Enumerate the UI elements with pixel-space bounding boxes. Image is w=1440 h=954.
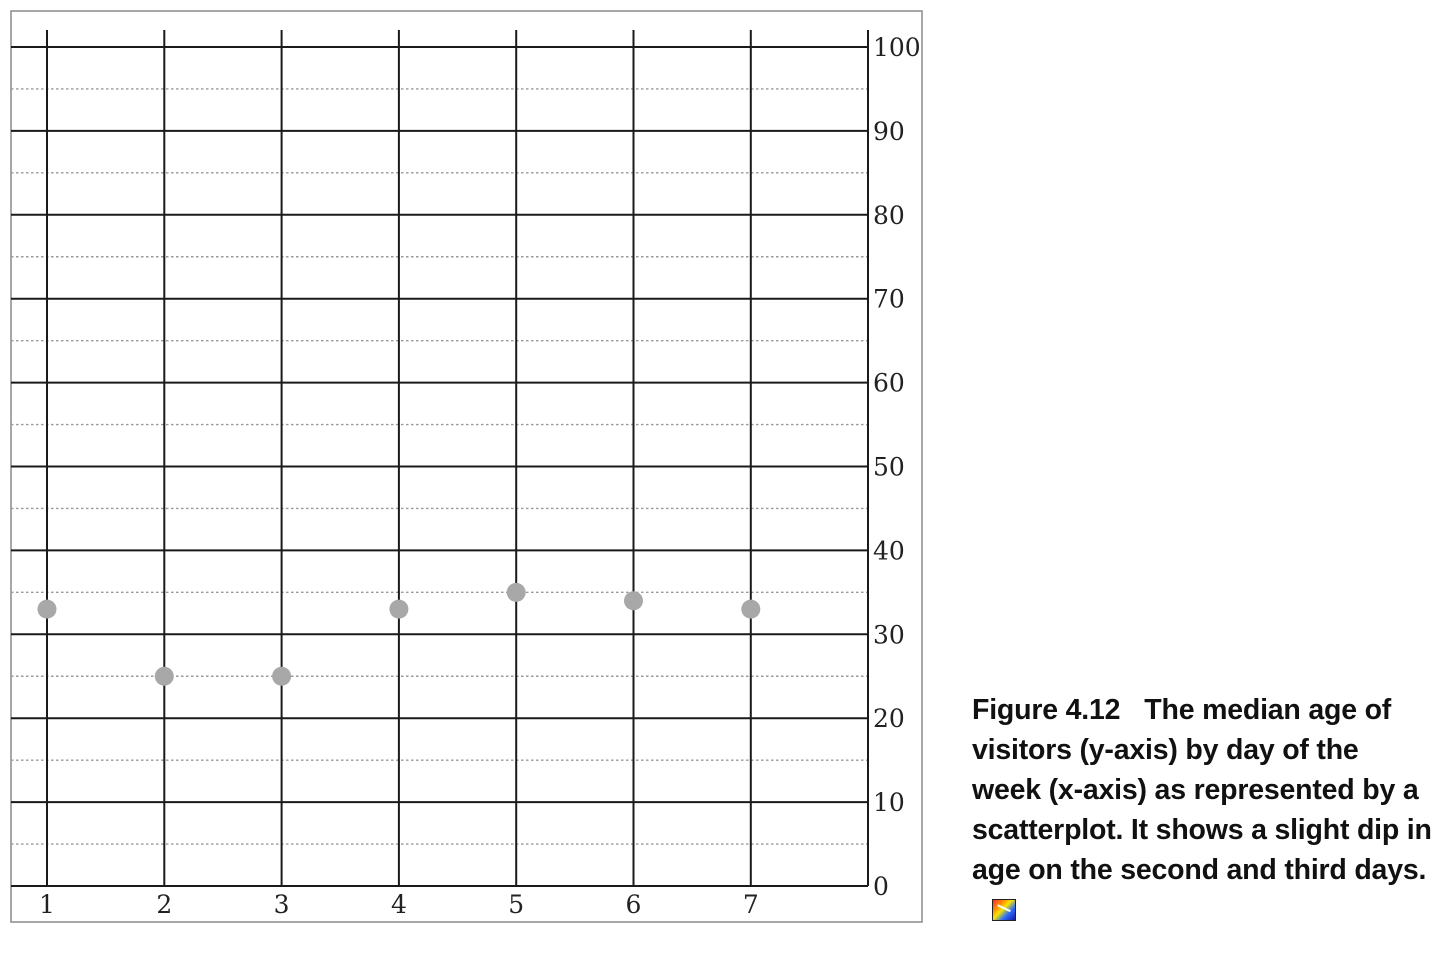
figure-caption: Figure 4.12 The median age of visitors (y… (972, 690, 1434, 930)
figure-number: Figure 4.12 (972, 694, 1121, 726)
y-tick-label-10: 10 (873, 788, 905, 817)
x-tick-label-3: 3 (274, 890, 290, 919)
scatter-chart: 0 10 20 30 40 50 60 70 80 90 100 1 2 3 4 5 6 7 (10, 10, 923, 923)
data-point-day-6 (624, 591, 643, 611)
x-axis-tick-labels: 1 2 3 4 5 6 7 (39, 890, 759, 919)
x-tick-label-6: 6 (626, 890, 642, 919)
y-tick-label-40: 40 (873, 536, 905, 565)
vertical-gridlines (46, 30, 752, 886)
data-point-day-1 (37, 599, 57, 619)
y-tick-label-0: 0 (873, 872, 889, 901)
y-tick-label-80: 80 (873, 201, 905, 230)
y-tick-label-70: 70 (873, 285, 905, 314)
data-point-day-4 (389, 599, 409, 619)
y-tick-label-60: 60 (873, 369, 905, 398)
y-tick-label-20: 20 (873, 704, 905, 733)
major-gridlines (11, 30, 869, 887)
data-point-day-3 (272, 666, 292, 686)
color-figure-icon (992, 899, 1016, 921)
y-tick-label-90: 90 (873, 117, 905, 146)
y-axis-tick-labels: 0 10 20 30 40 50 60 70 80 90 100 (873, 33, 921, 901)
data-points (37, 582, 761, 686)
x-tick-label-4: 4 (391, 890, 407, 919)
data-point-day-2 (154, 666, 174, 686)
caption-text: The median age of visitors (y-axis) by d… (972, 694, 1432, 886)
data-point-day-5 (506, 582, 526, 602)
x-tick-label-5: 5 (508, 890, 524, 919)
x-tick-label-7: 7 (743, 890, 759, 919)
data-point-day-7 (741, 599, 761, 619)
y-tick-label-50: 50 (873, 453, 905, 482)
y-tick-label-30: 30 (873, 620, 905, 649)
y-tick-label-100: 100 (873, 33, 921, 62)
x-tick-label-1: 1 (39, 890, 55, 919)
x-tick-label-2: 2 (156, 890, 172, 919)
